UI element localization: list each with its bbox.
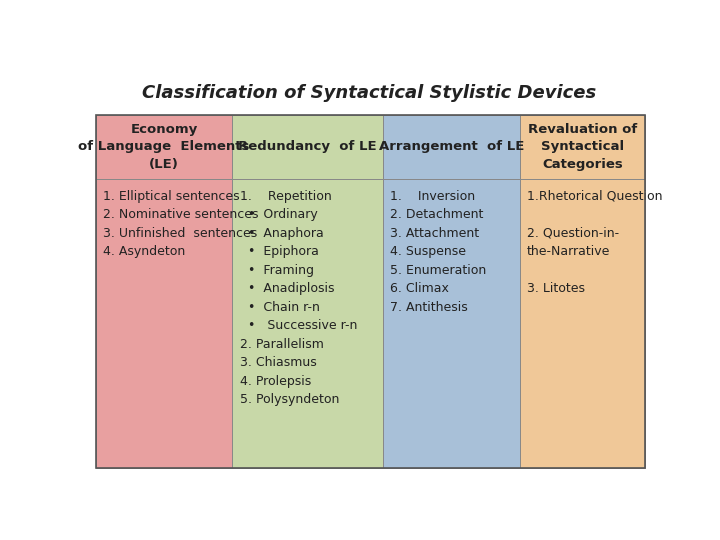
- Text: 1.    Repetition
  •  Ordinary
  •  Anaphora
  •  Epiphora
  •  Framing
  •  Ana: 1. Repetition • Ordinary • Anaphora • Ep…: [240, 190, 357, 406]
- Text: 1.    Inversion
2. Detachment
3. Attachment
4. Suspense
5. Enumeration
6. Climax: 1. Inversion 2. Detachment 3. Attachment…: [390, 190, 487, 314]
- FancyBboxPatch shape: [96, 114, 233, 179]
- Text: Redundancy  of LE: Redundancy of LE: [238, 140, 377, 153]
- Text: Revaluation of
Syntactical
Categories: Revaluation of Syntactical Categories: [528, 123, 637, 171]
- FancyBboxPatch shape: [233, 114, 383, 179]
- FancyBboxPatch shape: [96, 179, 233, 468]
- Text: 1.Rhetorical Question

2. Question-in-
the-Narrative

3. Litotes: 1.Rhetorical Question 2. Question-in- th…: [527, 190, 662, 295]
- FancyBboxPatch shape: [520, 179, 645, 468]
- FancyBboxPatch shape: [520, 114, 645, 179]
- Text: Economy
of Language  Elements
(LE): Economy of Language Elements (LE): [78, 123, 250, 171]
- FancyBboxPatch shape: [233, 179, 383, 468]
- FancyBboxPatch shape: [383, 179, 520, 468]
- Text: 1. Elliptical sentences
2. Nominative sentences
3. Unfinished  sentences
4. Asyn: 1. Elliptical sentences 2. Nominative se…: [103, 190, 258, 258]
- Text: Classification of Syntactical Stylistic Devices: Classification of Syntactical Stylistic …: [142, 84, 596, 102]
- Text: Arrangement  of LE: Arrangement of LE: [379, 140, 524, 153]
- FancyBboxPatch shape: [383, 114, 520, 179]
